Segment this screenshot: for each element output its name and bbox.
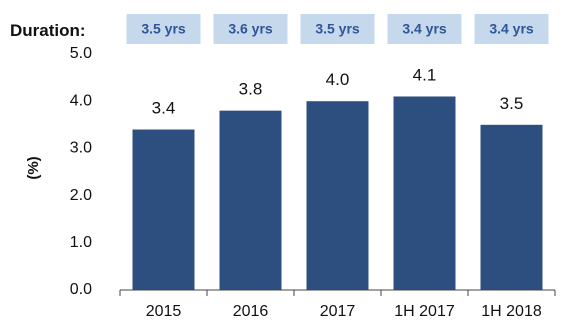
x-tick-label: 1H 2018 <box>481 303 542 320</box>
bar <box>393 96 456 290</box>
bar-value-label: 4.0 <box>326 70 350 89</box>
duration-box <box>387 14 462 44</box>
x-tick-label: 1H 2017 <box>394 303 455 320</box>
y-tick-label: 3.0 <box>70 140 92 157</box>
bar-value-label: 4.1 <box>413 65 437 84</box>
y-axis-label: (%) <box>25 156 42 179</box>
y-axis: (%) 0.0 1.0 2.0 3.0 4.0 5.0 <box>25 45 92 298</box>
x-tick-group <box>119 290 556 296</box>
x-tick-label: 2017 <box>320 303 356 320</box>
duration-value: 3.5 yrs <box>315 21 360 37</box>
y-tick-label: 1.0 <box>70 234 92 251</box>
duration-box <box>300 14 375 44</box>
x-tick-label: 2016 <box>233 303 269 320</box>
duration-value: 3.4 yrs <box>402 21 447 37</box>
bar-value-label: 3.8 <box>239 80 263 99</box>
bar-value-label: 3.5 <box>500 94 524 113</box>
x-tick-label-group: 2015 2016 2017 1H 2017 1H 2018 <box>146 303 542 320</box>
bar <box>480 124 543 290</box>
duration-label: Duration: <box>10 21 86 40</box>
x-tick-label: 2015 <box>146 303 182 320</box>
y-tick-label: 5.0 <box>70 45 92 62</box>
duration-value: 3.4 yrs <box>489 21 534 37</box>
bar-label-group: 3.4 3.8 4.0 4.1 3.5 <box>152 65 524 117</box>
bar <box>132 129 195 290</box>
duration-annotations: Duration: 3.5 yrs 3.6 yrs 3.5 yrs 3.4 yrs 3.… <box>10 14 549 44</box>
bar <box>306 101 369 290</box>
duration-box <box>126 14 201 44</box>
y-tick-label: 0.0 <box>70 281 92 298</box>
y-tick-label: 4.0 <box>70 92 92 109</box>
plot-area: 3.4 3.8 4.0 4.1 3.5 2015 2016 2017 1H 2017 1H 20… <box>119 65 556 320</box>
duration-box-group: 3.5 yrs 3.6 yrs 3.5 yrs 3.4 yrs 3.4 yrs <box>126 14 549 44</box>
duration-box <box>213 14 288 44</box>
duration-value: 3.6 yrs <box>228 21 273 37</box>
duration-box <box>474 14 549 44</box>
y-tick-label: 2.0 <box>70 187 92 204</box>
bar <box>219 110 282 290</box>
duration-value: 3.5 yrs <box>141 21 186 37</box>
bar-value-label: 3.4 <box>152 99 176 118</box>
bar-group <box>132 96 543 290</box>
y-tick-label-group: 0.0 1.0 2.0 3.0 4.0 5.0 <box>70 45 92 298</box>
